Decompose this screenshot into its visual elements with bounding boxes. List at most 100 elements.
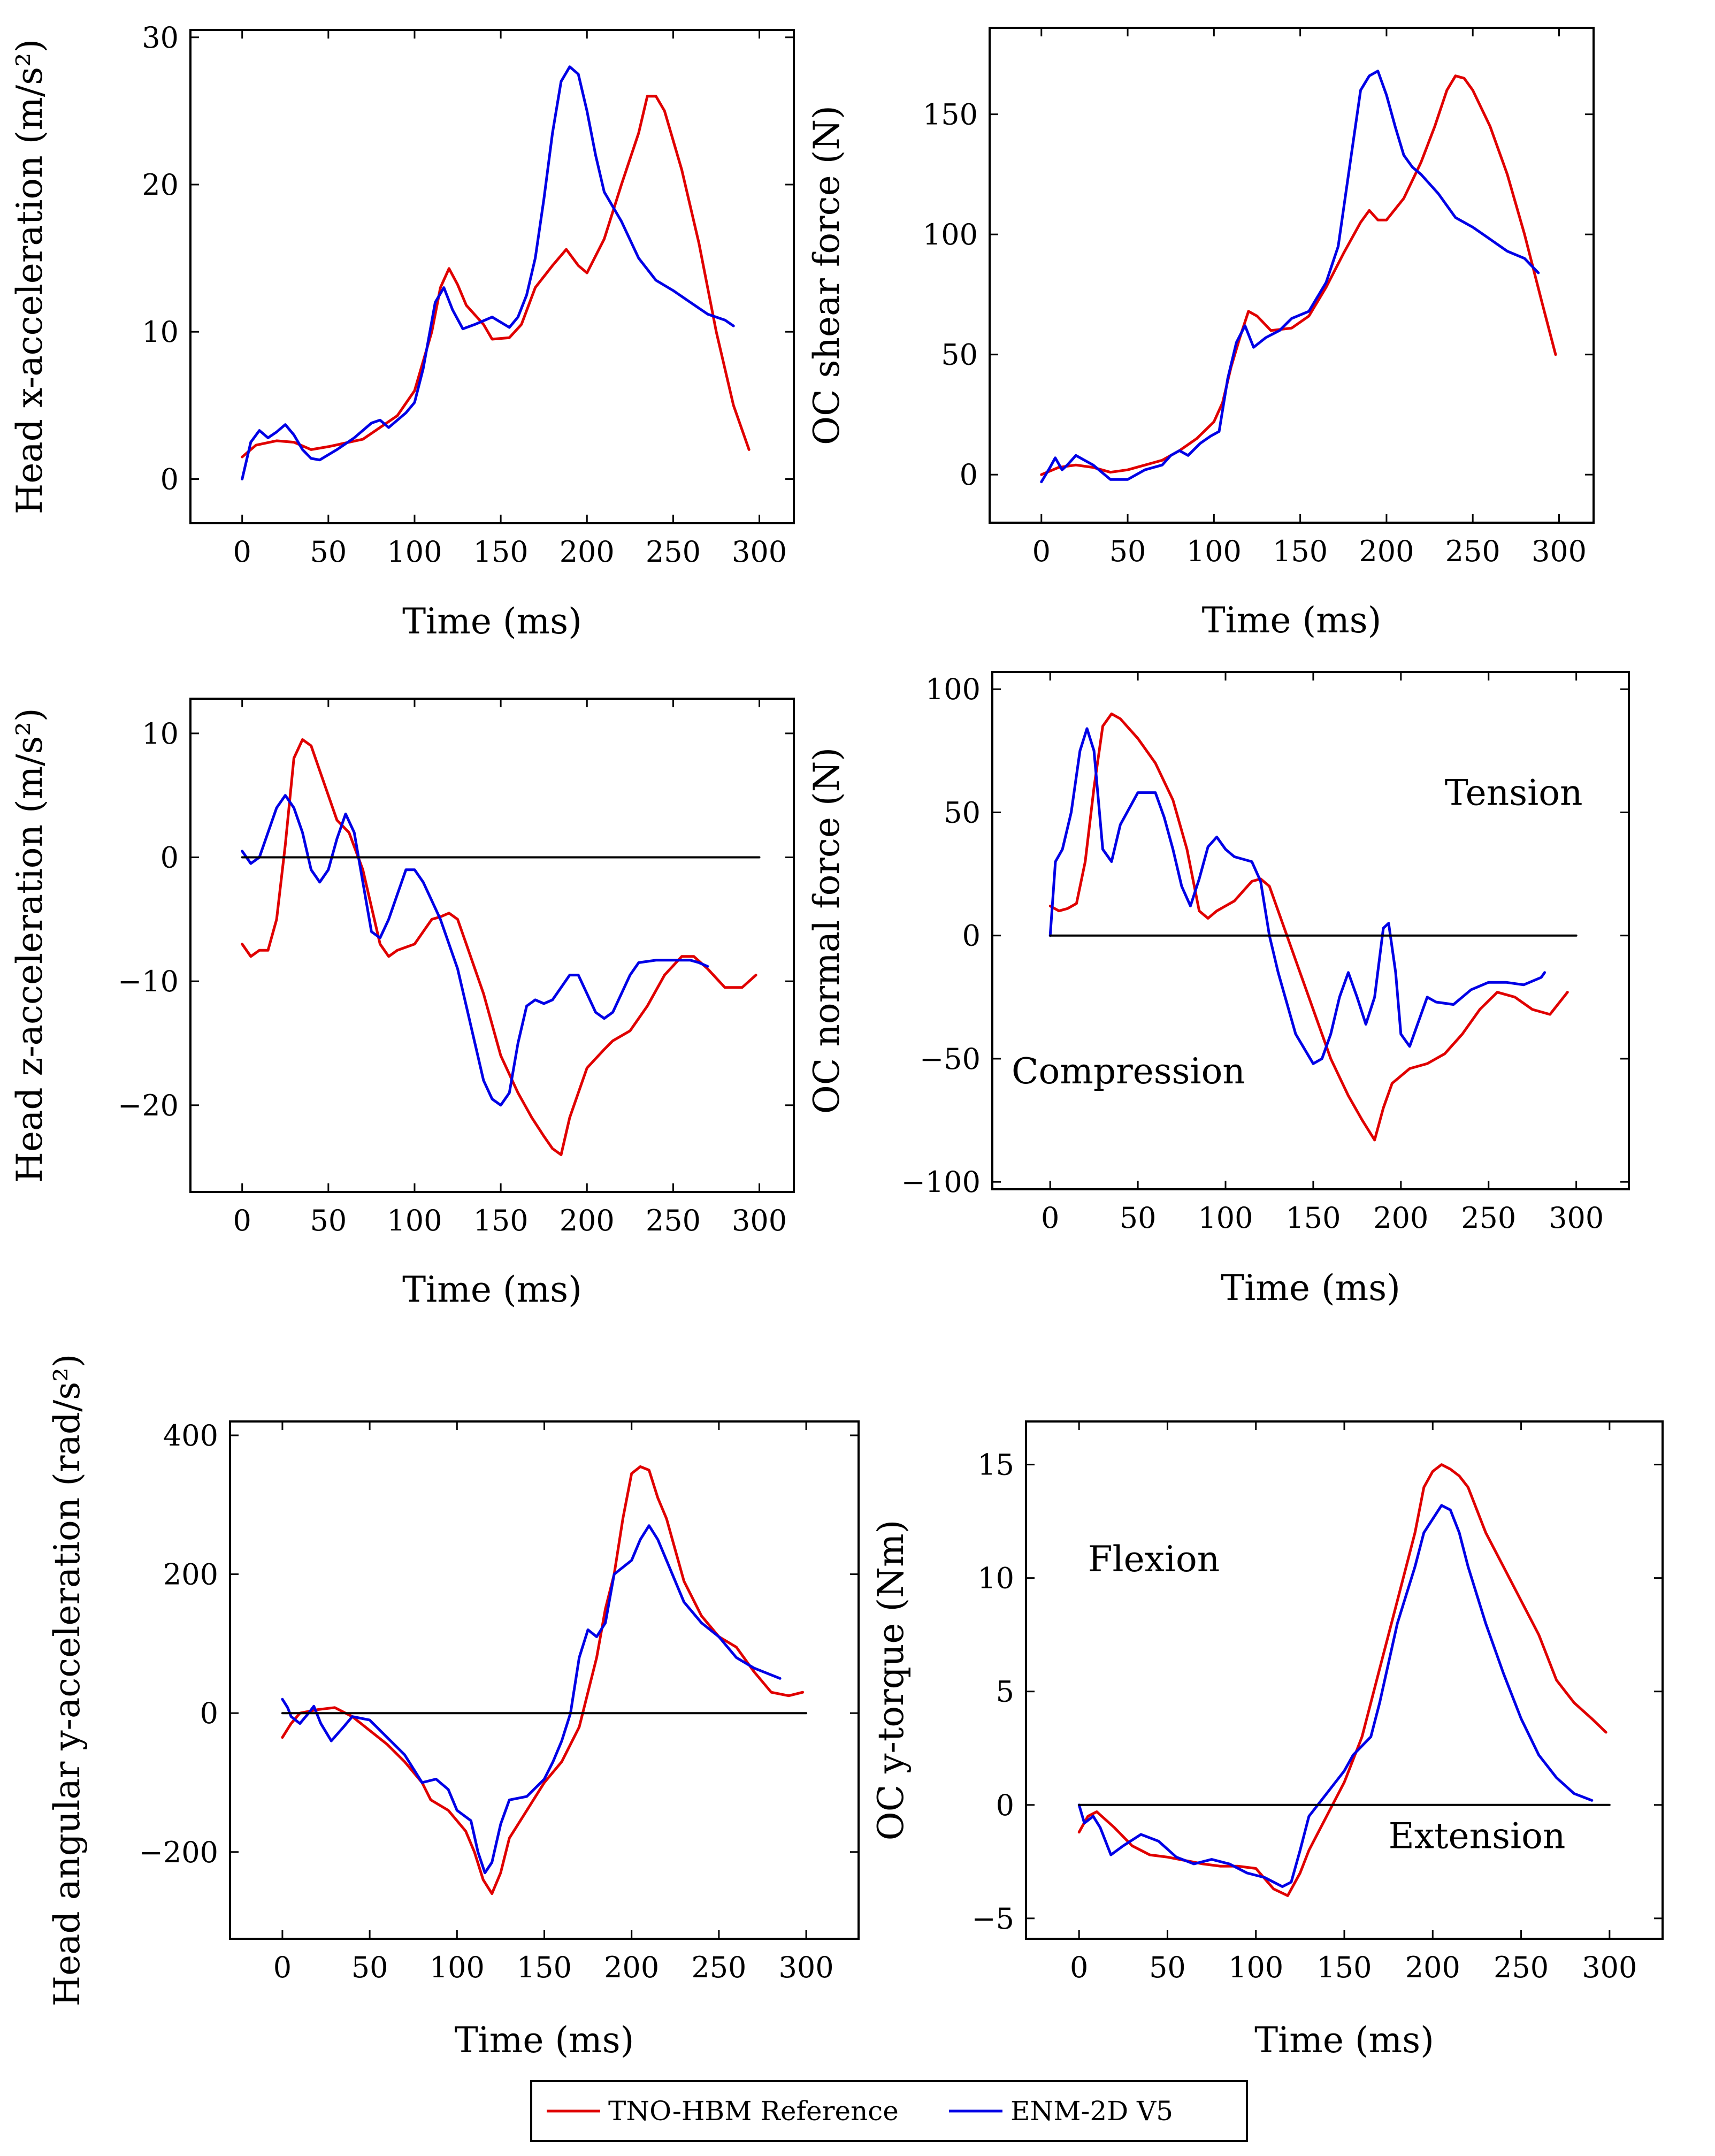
chart-panel-5: 0 50 100 150 200 250 300 400 200 0 −200 Time (ms) He…: [47, 1354, 860, 2061]
x-tick-label: 100: [387, 1204, 442, 1237]
x-axis-label: Time (ms): [402, 601, 582, 642]
series-line-tno-hbm-reference: [241, 738, 757, 1156]
y-axis-label: Head z-acceleration (m/s²): [9, 708, 50, 1182]
y-axis-label: Head angular y-acceleration (rad/s²): [47, 1354, 88, 2007]
x-tick-label: 300: [1549, 1201, 1604, 1235]
plot-frame: [989, 27, 1595, 524]
x-tick-label: 50: [1120, 1201, 1157, 1235]
y-tick-label: 400: [163, 1419, 218, 1452]
x-tick-label: 0: [233, 535, 251, 569]
y-tick-label: −20: [118, 1089, 179, 1122]
x-tick-label: 50: [1109, 534, 1146, 568]
y-tick-label: 50: [941, 338, 978, 372]
y-axis-label: Head x-acceleration (m/s²): [9, 39, 50, 514]
x-tick-label: 50: [310, 535, 347, 569]
x-tick-label: 200: [1359, 534, 1414, 568]
series-line-enm-2d-v5: [1077, 1504, 1594, 1888]
plot-frame: [991, 671, 1630, 1190]
y-tick-label: 0: [160, 462, 179, 496]
y-tick-label: −100: [901, 1165, 981, 1199]
x-tick-label: 0: [273, 1951, 292, 1984]
x-axis-label: Time (ms): [1202, 600, 1382, 641]
x-tick-label: 200: [1373, 1201, 1428, 1235]
chart-panel-1: 0 50 100 150 200 250 300 0 10 20 30 Time (ms) Head x…: [9, 21, 795, 642]
x-tick-label: 0: [1070, 1951, 1088, 1984]
series-line-tno-hbm-reference: [241, 95, 751, 458]
y-tick-label: 0: [200, 1696, 218, 1730]
x-tick-label: 250: [691, 1951, 746, 1984]
y-tick-label: 0: [960, 458, 978, 492]
x-tick-label: 200: [604, 1951, 659, 1984]
series-line-enm-2d-v5: [241, 794, 709, 1107]
series-line-enm-2d-v5: [1040, 70, 1540, 484]
x-tick-label: 100: [1228, 1951, 1283, 1984]
y-tick-label: 0: [996, 1788, 1014, 1822]
x-tick-label: 300: [732, 535, 787, 569]
plot-frame: [189, 29, 795, 524]
x-tick-label: 200: [1405, 1951, 1460, 1984]
x-axis-label: Time (ms): [455, 2020, 634, 2061]
plot-frame: [1025, 1420, 1664, 1940]
x-tick-label: 50: [351, 1951, 388, 1984]
y-tick-label: −200: [139, 1836, 218, 1869]
series-line-enm-2d-v5: [1048, 727, 1546, 1065]
series-line-tno-hbm-reference: [281, 1465, 805, 1895]
x-tick-label: 250: [646, 1204, 701, 1237]
x-tick-label: 150: [1273, 534, 1328, 568]
plot-frame: [229, 1420, 860, 1940]
y-tick-label: 100: [925, 672, 981, 706]
x-tick-label: 50: [1149, 1951, 1186, 1984]
annotation-extension: Extension: [1389, 1815, 1566, 1856]
chart-panel-4: 0 50 100 150 200 250 300 100 50 0 −50 −100 Time (ms)…: [806, 671, 1630, 1309]
x-tick-label: 300: [779, 1951, 834, 1984]
x-tick-label: 100: [387, 535, 442, 569]
series-line-enm-2d-v5: [241, 65, 735, 480]
annotation-tension: Tension: [1445, 773, 1583, 814]
x-tick-label: 250: [1461, 1201, 1516, 1235]
x-tick-label: 300: [1532, 534, 1587, 568]
y-tick-label: 15: [977, 1448, 1014, 1482]
legend-box: [530, 2080, 1248, 2142]
x-axis-label: Time (ms): [1221, 1267, 1400, 1309]
y-tick-label: 5: [996, 1675, 1014, 1709]
x-tick-label: 300: [1582, 1951, 1637, 1984]
x-tick-label: 250: [646, 535, 701, 569]
x-tick-label: 150: [1285, 1201, 1341, 1235]
x-tick-label: 50: [310, 1204, 347, 1237]
x-tick-label: 250: [1445, 534, 1500, 568]
chart-panel-2: 0 50 100 150 200 250 300 0 50 100 150 Time (ms) OC s…: [806, 27, 1595, 641]
plot-frame: [189, 698, 795, 1193]
x-tick-label: 150: [517, 1951, 572, 1984]
y-tick-label: 0: [962, 919, 981, 953]
x-tick-label: 150: [473, 535, 529, 569]
x-tick-label: 150: [473, 1204, 529, 1237]
y-tick-label: 10: [142, 717, 179, 751]
x-tick-label: 250: [1494, 1951, 1549, 1984]
y-tick-label: −5: [971, 1902, 1014, 1936]
y-tick-label: 150: [923, 98, 978, 132]
x-tick-label: 0: [1041, 1201, 1059, 1235]
annotation-compression: Compression: [1012, 1051, 1245, 1092]
x-axis-label: Time (ms): [402, 1269, 582, 1310]
x-tick-label: 200: [560, 1204, 615, 1237]
x-tick-label: 300: [732, 1204, 787, 1237]
series-line-tno-hbm-reference: [1040, 74, 1557, 476]
legend-label-enm-2d: ENM-2D V5: [1010, 2096, 1173, 2127]
y-tick-label: 10: [977, 1562, 1014, 1595]
y-tick-label: 20: [142, 168, 179, 202]
y-tick-label: 100: [923, 218, 978, 251]
y-axis-label: OC y-torque (Nm): [870, 1520, 912, 1841]
y-tick-label: −10: [118, 965, 179, 998]
x-tick-label: 100: [1186, 534, 1242, 568]
y-tick-label: 200: [163, 1558, 218, 1592]
x-tick-label: 150: [1316, 1951, 1372, 1984]
x-axis-label: Time (ms): [1254, 2020, 1434, 2061]
y-tick-label: 10: [142, 315, 179, 349]
y-axis-label: OC shear force (N): [806, 105, 847, 445]
x-tick-label: 100: [1198, 1201, 1253, 1235]
x-tick-label: 200: [560, 535, 615, 569]
x-tick-label: 0: [1032, 534, 1051, 568]
